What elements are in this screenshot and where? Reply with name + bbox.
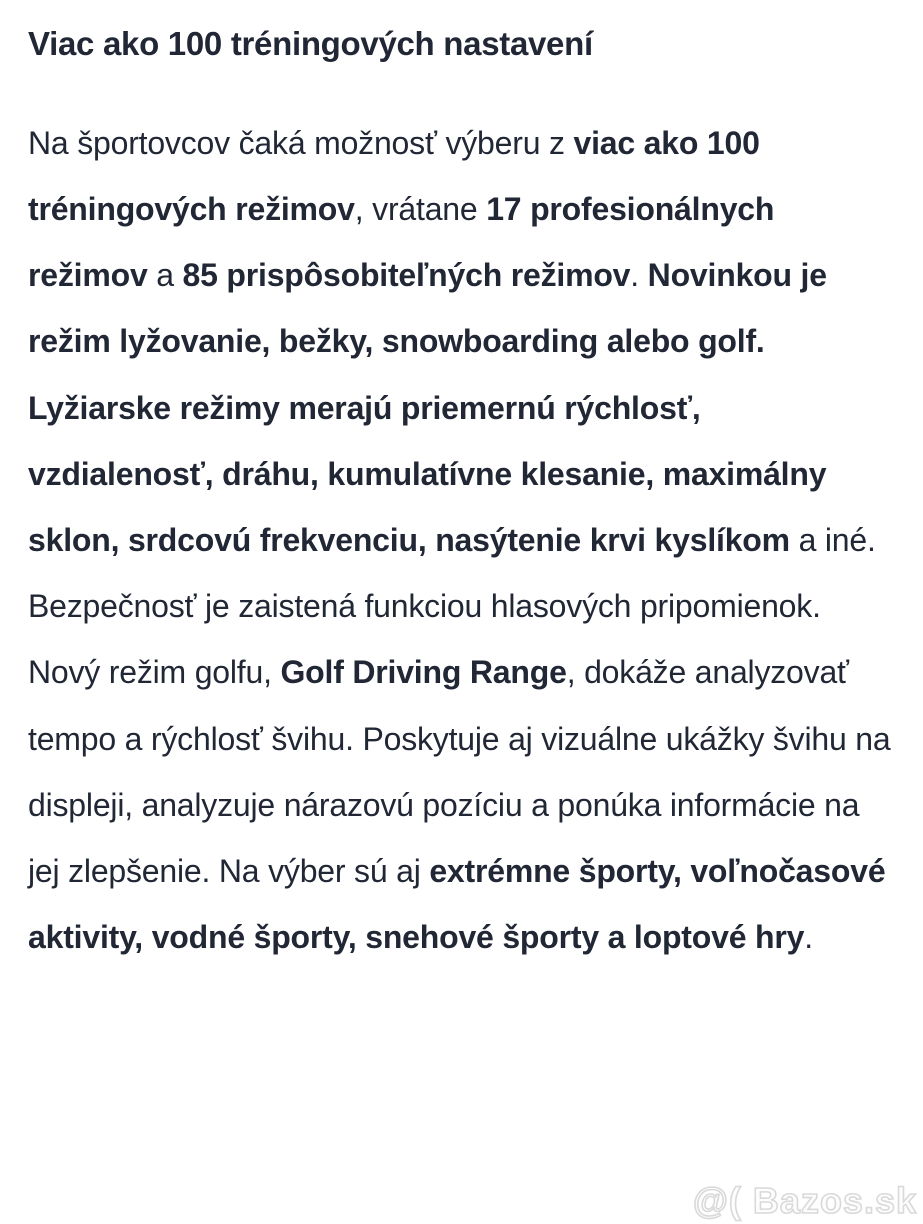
page-title: Viac ako 100 tréningových nastavení	[28, 25, 593, 62]
bazos-watermark: @( Bazos.sk	[692, 1179, 917, 1222]
article: Viac ako 100 tréningových nastavení Na š…	[0, 24, 923, 971]
text-segment: .	[804, 919, 813, 956]
text-segment-bold: 85 prispôsobiteľných režimov	[182, 257, 631, 294]
text-segment-bold: extrémne športy, voľnočasové aktivity, v…	[28, 853, 886, 956]
text-segment-bold: 17 profesionálnych režimov	[28, 190, 775, 294]
body-paragraph: Na športovcov čaká možnosť výberu z viac…	[28, 110, 893, 971]
text-segment: , vrátane	[354, 190, 487, 227]
text-segment: a	[147, 257, 183, 294]
text-segment-bold: Novinkou je režim lyžovanie, bežky, snow…	[28, 257, 827, 558]
text-segment: a iné. Bezpečnosť je zaistená funkciou h…	[28, 522, 876, 691]
text-segment-bold: viac ako 100 tréningových režimov	[28, 124, 760, 227]
text-segment-bold: Golf Driving Range	[280, 654, 567, 691]
text-segment: .	[630, 257, 648, 294]
text-segment: Na športovcov čaká možnosť výberu z	[28, 124, 574, 161]
text-segment: , dokáže analyzovať tempo a rýchlosť švi…	[28, 654, 891, 890]
